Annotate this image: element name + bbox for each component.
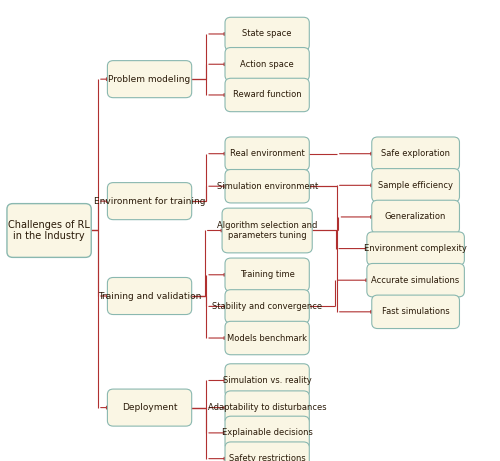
- Text: Action space: Action space: [240, 60, 294, 69]
- Text: Training and validation: Training and validation: [98, 291, 201, 301]
- FancyBboxPatch shape: [372, 169, 460, 202]
- Text: Challenges of RL
in the Industry: Challenges of RL in the Industry: [8, 220, 90, 241]
- FancyBboxPatch shape: [108, 278, 192, 314]
- Text: Generalization: Generalization: [385, 213, 446, 221]
- FancyBboxPatch shape: [225, 391, 310, 424]
- Text: Environment complexity: Environment complexity: [364, 244, 467, 253]
- FancyBboxPatch shape: [372, 137, 460, 171]
- FancyBboxPatch shape: [222, 208, 312, 253]
- Text: Sample efficiency: Sample efficiency: [378, 181, 453, 190]
- FancyBboxPatch shape: [7, 204, 91, 257]
- Text: Models benchmark: Models benchmark: [227, 333, 307, 343]
- FancyBboxPatch shape: [372, 295, 460, 329]
- FancyBboxPatch shape: [225, 442, 310, 461]
- Text: Reward function: Reward function: [233, 90, 302, 100]
- Text: Safety restrictions: Safety restrictions: [229, 454, 306, 461]
- Text: Algorithm selection and
parameters tuning: Algorithm selection and parameters tunin…: [217, 221, 318, 240]
- Text: Deployment: Deployment: [122, 403, 178, 412]
- Text: Simulation vs. reality: Simulation vs. reality: [223, 376, 312, 385]
- FancyBboxPatch shape: [108, 183, 192, 219]
- Text: Simulation environment: Simulation environment: [216, 182, 318, 191]
- Text: Problem modeling: Problem modeling: [108, 75, 190, 83]
- FancyBboxPatch shape: [225, 290, 310, 323]
- Text: Training time: Training time: [240, 270, 294, 279]
- Text: Explainable decisions: Explainable decisions: [222, 428, 312, 437]
- Text: Adaptability to disturbances: Adaptability to disturbances: [208, 403, 326, 412]
- FancyBboxPatch shape: [108, 61, 192, 98]
- FancyBboxPatch shape: [225, 170, 310, 203]
- FancyBboxPatch shape: [108, 389, 192, 426]
- FancyBboxPatch shape: [225, 47, 310, 81]
- FancyBboxPatch shape: [225, 416, 310, 449]
- Text: Fast simulations: Fast simulations: [382, 307, 450, 316]
- FancyBboxPatch shape: [225, 137, 310, 171]
- Text: Safe exploration: Safe exploration: [381, 149, 450, 158]
- Text: Real environment: Real environment: [230, 149, 304, 158]
- FancyBboxPatch shape: [225, 17, 310, 51]
- FancyBboxPatch shape: [225, 78, 310, 112]
- FancyBboxPatch shape: [225, 321, 310, 355]
- Text: State space: State space: [242, 30, 292, 38]
- FancyBboxPatch shape: [367, 264, 464, 297]
- FancyBboxPatch shape: [372, 200, 460, 234]
- Text: Environment for training: Environment for training: [94, 197, 206, 206]
- Text: Stability and convergence: Stability and convergence: [212, 302, 322, 311]
- FancyBboxPatch shape: [367, 232, 464, 265]
- FancyBboxPatch shape: [225, 258, 310, 291]
- Text: Accurate simulations: Accurate simulations: [372, 276, 460, 285]
- FancyBboxPatch shape: [225, 364, 310, 397]
